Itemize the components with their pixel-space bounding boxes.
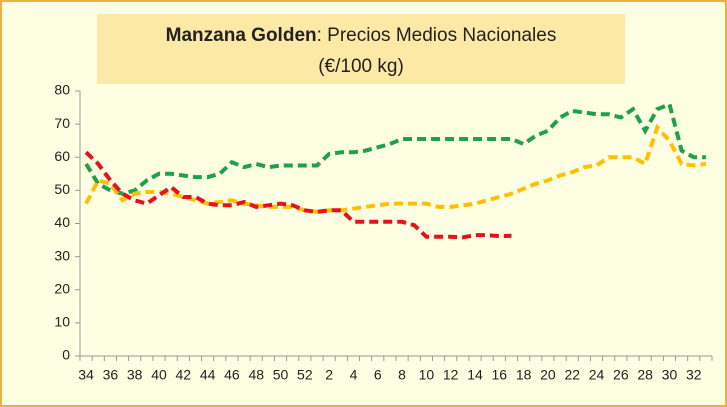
x-tick-label: 26	[613, 367, 629, 383]
x-tick-label: 22	[564, 367, 580, 383]
x-tick-label: 42	[176, 367, 192, 383]
x-tick-label: 52	[297, 367, 313, 383]
series-line	[84, 150, 512, 240]
x-tick-label: 6	[374, 367, 382, 383]
x-tick-label: 14	[467, 367, 483, 383]
y-tick-label: 80	[54, 82, 70, 98]
x-tick-label: 46	[224, 367, 240, 383]
x-tick-label: 28	[637, 367, 653, 383]
x-tick-label: 40	[151, 367, 167, 383]
x-tick-label: 34	[78, 367, 94, 383]
x-tick-label: 50	[273, 367, 289, 383]
title-rest: : Precios Medios Nacionales	[317, 25, 557, 46]
y-tick-label: 50	[54, 181, 70, 197]
x-tick-label: 2	[325, 367, 333, 383]
x-tick-label: 44	[200, 367, 216, 383]
x-tick-label: 12	[443, 367, 459, 383]
x-tick-label: 48	[248, 367, 264, 383]
x-tick-label: 24	[589, 367, 605, 383]
y-tick-label: 30	[54, 247, 70, 263]
x-tick-label: 36	[103, 367, 119, 383]
chart-title: Manzana Golden: Precios Medios Nacionale…	[166, 25, 557, 46]
x-tick-label: 32	[686, 367, 702, 383]
x-tick-label: 16	[492, 367, 508, 383]
x-tick-label: 18	[516, 367, 532, 383]
x-tick-label: 30	[662, 367, 678, 383]
x-tick-label: 10	[419, 367, 435, 383]
title-box	[97, 14, 625, 84]
x-tick-label: 20	[540, 367, 556, 383]
chart-subtitle: (€/100 kg)	[318, 56, 404, 77]
y-tick-label: 60	[54, 148, 70, 164]
title-bold: Manzana Golden	[166, 25, 317, 46]
y-tick-label: 20	[54, 280, 70, 296]
x-tick-label: 38	[127, 367, 143, 383]
series-line	[84, 101, 706, 196]
y-tick-label: 70	[54, 115, 70, 131]
y-tick-label: 40	[54, 214, 70, 230]
x-tick-label: 8	[398, 367, 406, 383]
y-tick-label: 0	[62, 347, 70, 363]
x-tick-label: 4	[350, 367, 358, 383]
y-tick-label: 10	[54, 314, 70, 330]
